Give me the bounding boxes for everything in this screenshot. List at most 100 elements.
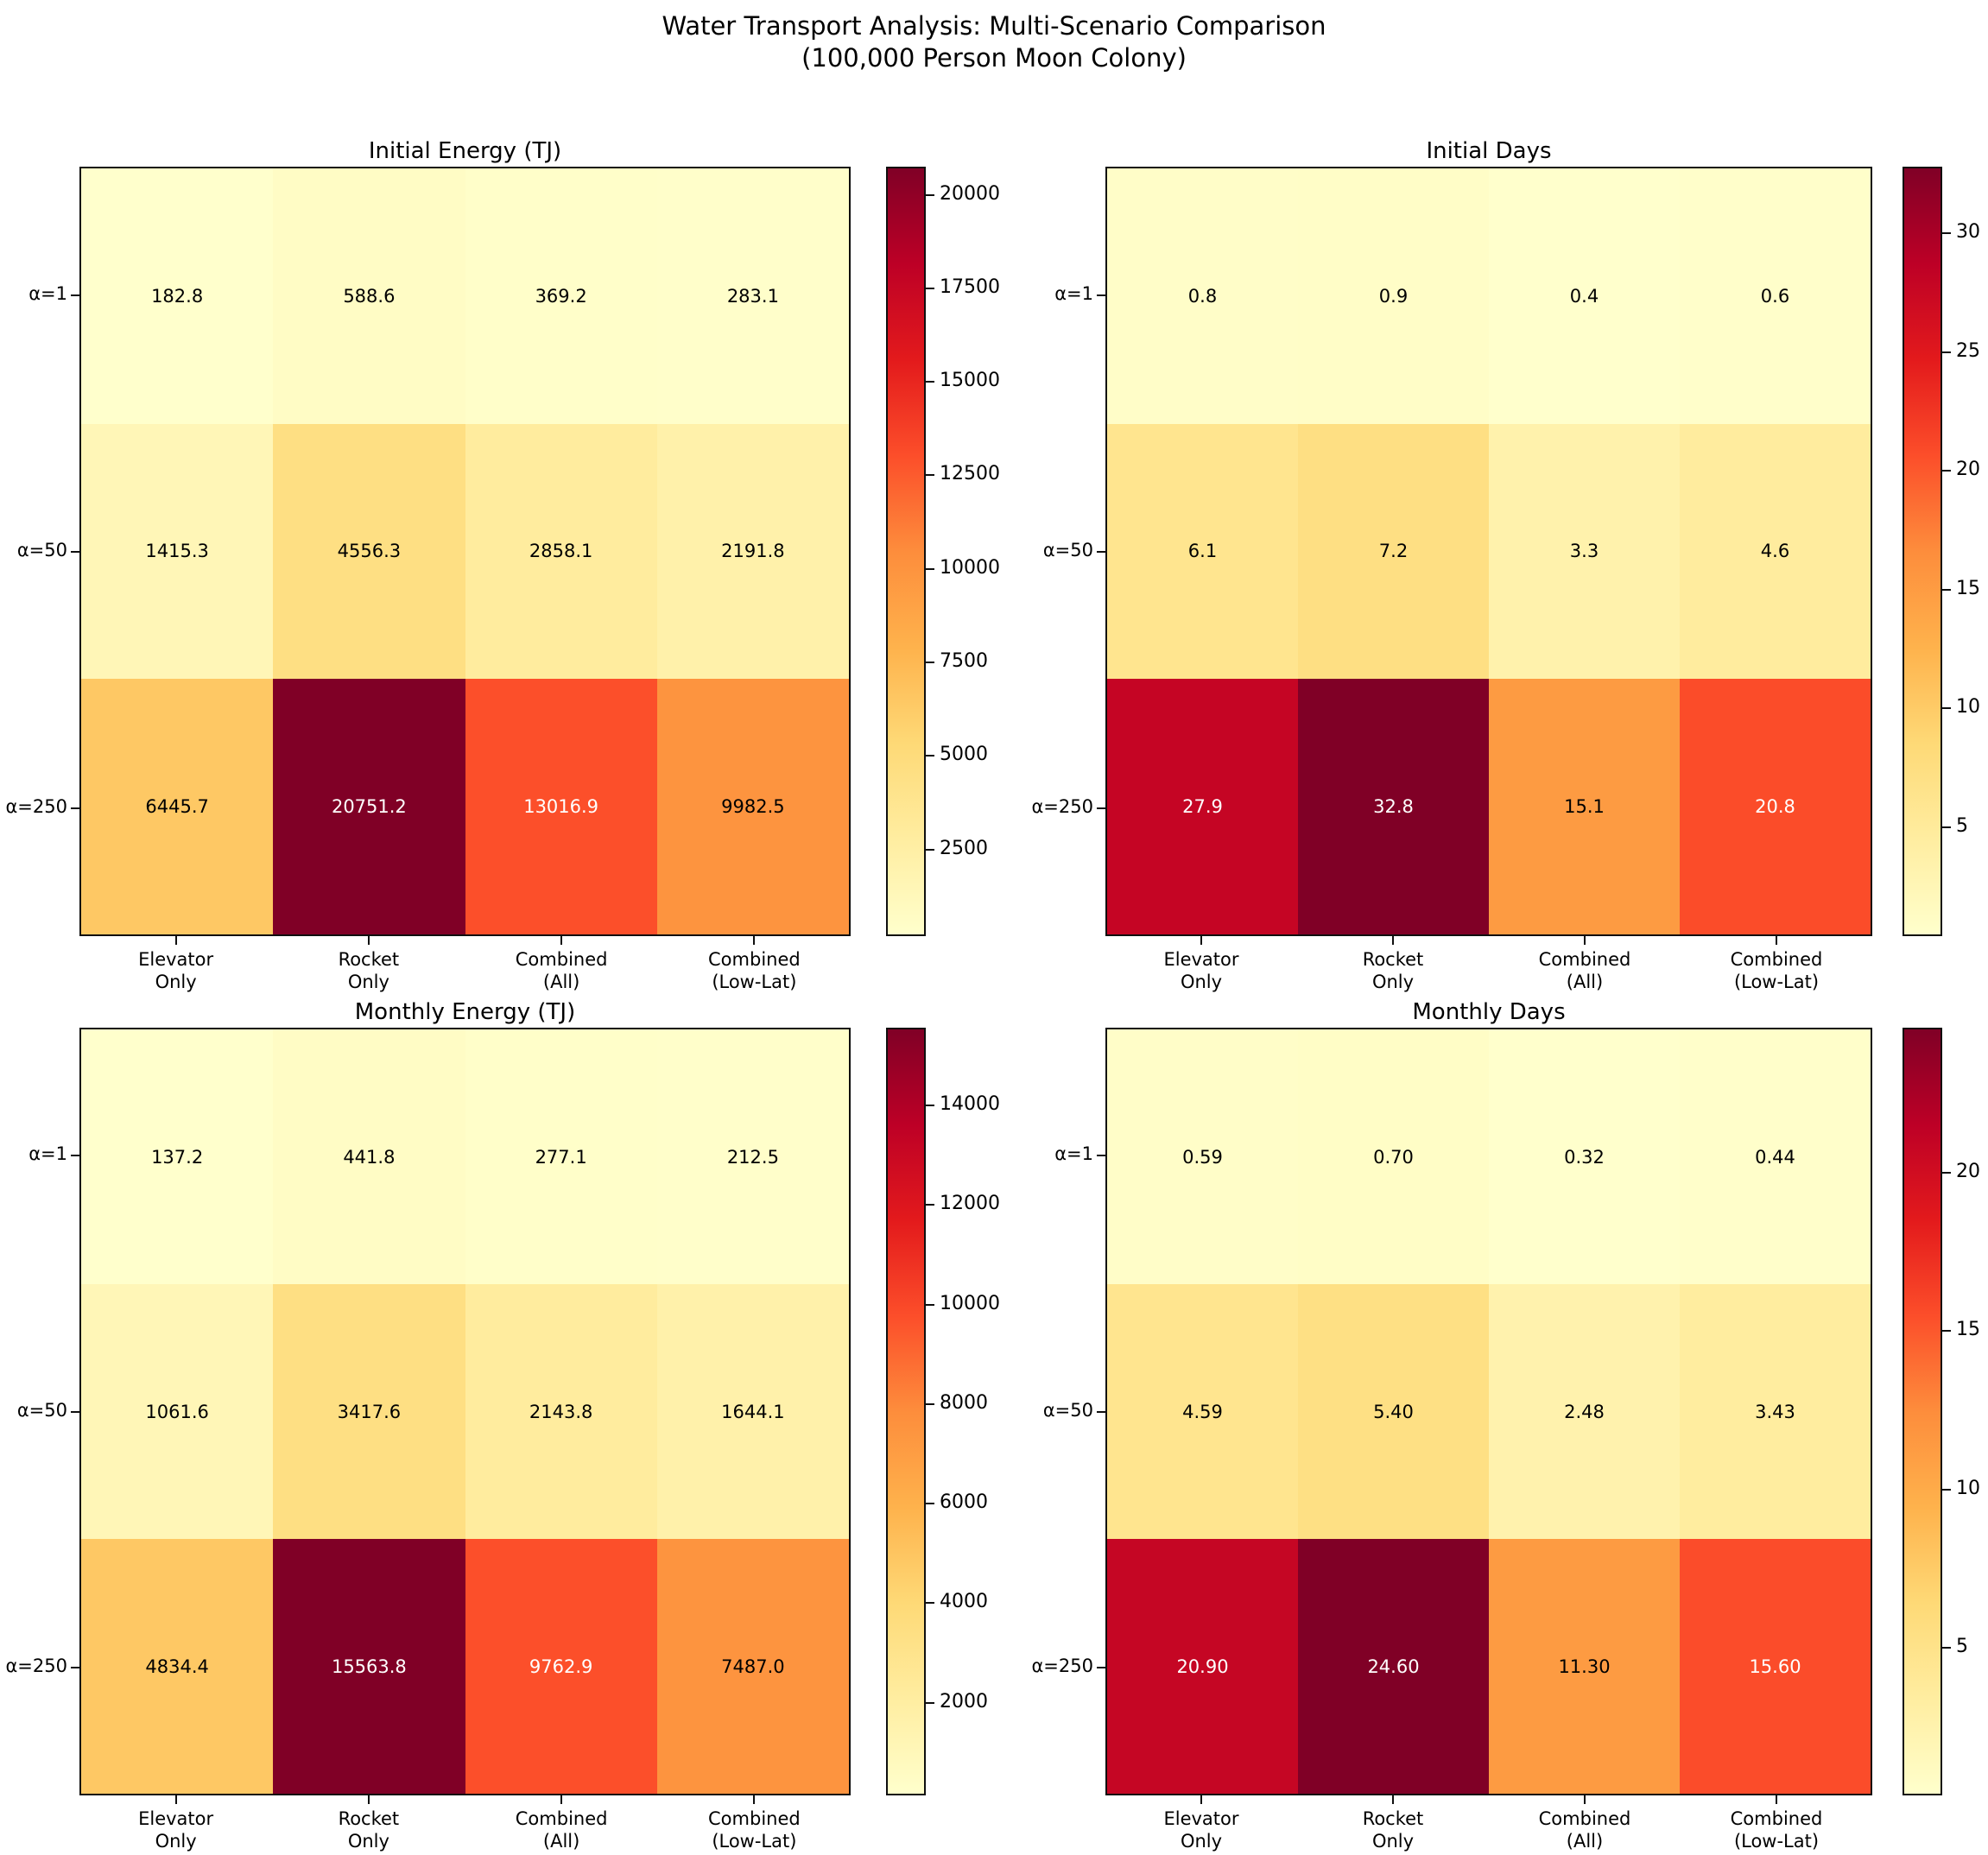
colorbar-tick (926, 1204, 934, 1206)
colorbar-tick (1942, 1646, 1951, 1649)
x-tick (1392, 936, 1394, 945)
heatmap-cell: 20751.2 (273, 679, 465, 934)
column-label: Combined (Low-Lat) (1730, 1808, 1823, 1852)
heatmap-cell: 6445.7 (81, 679, 274, 934)
colorbar-tick-label: 5 (1956, 814, 1968, 837)
heatmap-cell: 0.59 (1107, 1029, 1298, 1284)
heatmap-cell: 7487.0 (656, 1539, 849, 1794)
column-label: Rocket Only (338, 1808, 400, 1852)
colorbar-tick (1942, 351, 1951, 353)
heatmap-cell: 2858.1 (465, 423, 657, 680)
figure-title-line2: (100,000 Person Moon Colony) (801, 43, 1187, 73)
colorbar-tick-label: 12500 (940, 463, 1000, 485)
x-tick (174, 1795, 177, 1804)
heatmap-cell: 2143.8 (465, 1284, 657, 1539)
row-label: α=1 (1054, 1143, 1093, 1165)
x-tick (560, 936, 563, 945)
column-label: Rocket Only (338, 949, 400, 992)
y-tick (1097, 1666, 1105, 1668)
colorbar-tick-label: 14000 (940, 1093, 1000, 1116)
subplot-title-initial-days: Initial Days (1426, 138, 1552, 164)
column-label: Combined (Low-Lat) (708, 1808, 801, 1852)
y-tick (1097, 1410, 1105, 1413)
heatmap-cell: 3.3 (1489, 423, 1680, 680)
y-tick (1097, 294, 1105, 296)
x-tick (367, 1795, 370, 1804)
row-label: α=50 (16, 539, 67, 560)
colorbar-tick (926, 1402, 934, 1405)
column-label: Rocket Only (1362, 949, 1424, 992)
column-label: Combined (Low-Lat) (1730, 949, 1823, 992)
heatmap-cell: 15563.8 (273, 1539, 465, 1794)
colorbar-tick (926, 1105, 934, 1107)
heatmap-cell: 3.43 (1680, 1284, 1871, 1539)
colorbar-tick (926, 848, 934, 851)
y-tick (71, 1666, 79, 1668)
colorbar-tick (926, 567, 934, 570)
x-tick (367, 936, 370, 945)
colorbar-monthly-days (1903, 1028, 1942, 1795)
heatmap-cell: 15.1 (1489, 679, 1680, 934)
colorbar-tick-label: 17500 (940, 275, 1000, 298)
column-label: Rocket Only (1362, 1808, 1424, 1852)
heatmap-monthly-days: 0.59 0.70 0.32 0.44 4.59 5.40 2.48 3.43 20.90 24.… (1105, 1028, 1872, 1795)
row-label: α=1 (1054, 282, 1093, 304)
heatmap-cell: 20.90 (1107, 1539, 1298, 1794)
heatmap-cell: 212.5 (656, 1029, 849, 1284)
colorbar-tick-label: 15 (1956, 1319, 1980, 1341)
colorbar-tick-label: 20 (1956, 459, 1980, 480)
colorbar-tick (926, 193, 934, 196)
row-label: α=250 (5, 1655, 67, 1676)
colorbar-tick-label: 10000 (940, 1292, 1000, 1314)
heatmap-cell: 3417.6 (273, 1284, 465, 1539)
heatmap-initial-energy-tj: 182.8 588.6 369.2 283.1 1415.3 4556.3 2858.1 21… (79, 167, 851, 936)
heatmap-cell: 27.9 (1107, 679, 1298, 934)
y-tick (71, 1410, 79, 1413)
colorbar-tick (1942, 1330, 1951, 1333)
heatmap-cell: 9982.5 (656, 679, 849, 934)
colorbar-initial-days (1903, 167, 1942, 936)
heatmap-cell: 283.1 (656, 168, 849, 424)
colorbar-tick (926, 1503, 934, 1505)
colorbar-tick (926, 1701, 934, 1704)
y-tick (1097, 550, 1105, 553)
x-tick (1584, 936, 1586, 945)
heatmap-cell: 4.6 (1680, 423, 1871, 680)
row-label: α=1 (28, 282, 67, 304)
heatmap-cell: 182.8 (81, 168, 274, 424)
x-tick (1584, 1795, 1586, 1804)
colorbar-tick-label: 30 (1956, 221, 1980, 243)
colorbar-tick-label: 10 (1956, 696, 1980, 718)
colorbar-tick (926, 662, 934, 664)
row-label: α=1 (28, 1143, 67, 1165)
colorbar-tick (1942, 826, 1951, 828)
figure-title-line1: Water Transport Analysis: Multi-Scenario… (662, 11, 1326, 41)
colorbar-tick-label: 5 (1956, 1635, 1968, 1657)
heatmap-cell: 2.48 (1489, 1284, 1680, 1539)
x-tick (1776, 1795, 1777, 1804)
heatmap-cell: 13016.9 (465, 679, 657, 934)
x-tick (753, 936, 756, 945)
row-label: α=250 (1031, 1655, 1093, 1676)
column-label: Combined (Low-Lat) (708, 949, 801, 992)
heatmap-cell: 5.40 (1298, 1284, 1489, 1539)
row-label: α=250 (1031, 795, 1093, 817)
y-tick (71, 550, 79, 553)
column-label: Elevator Only (1163, 1808, 1239, 1852)
heatmap-cell: 9762.9 (465, 1539, 657, 1794)
heatmap-cell: 1644.1 (656, 1284, 849, 1539)
y-tick (71, 807, 79, 809)
colorbar-tick-label: 10 (1956, 1477, 1980, 1499)
colorbar-tick-label: 2000 (940, 1690, 988, 1713)
colorbar-tick-label: 5000 (940, 744, 988, 766)
heatmap-cell: 137.2 (81, 1029, 274, 1284)
heatmap-cell: 15.60 (1680, 1539, 1871, 1794)
heatmap-cell: 0.32 (1489, 1029, 1680, 1284)
column-label: Combined (All) (515, 1808, 608, 1852)
x-tick (1200, 936, 1202, 945)
colorbar-tick (1942, 1488, 1951, 1491)
heatmap-cell: 32.8 (1298, 679, 1489, 934)
column-label: Combined (All) (1538, 949, 1631, 992)
colorbar-tick-label: 2500 (940, 837, 988, 859)
